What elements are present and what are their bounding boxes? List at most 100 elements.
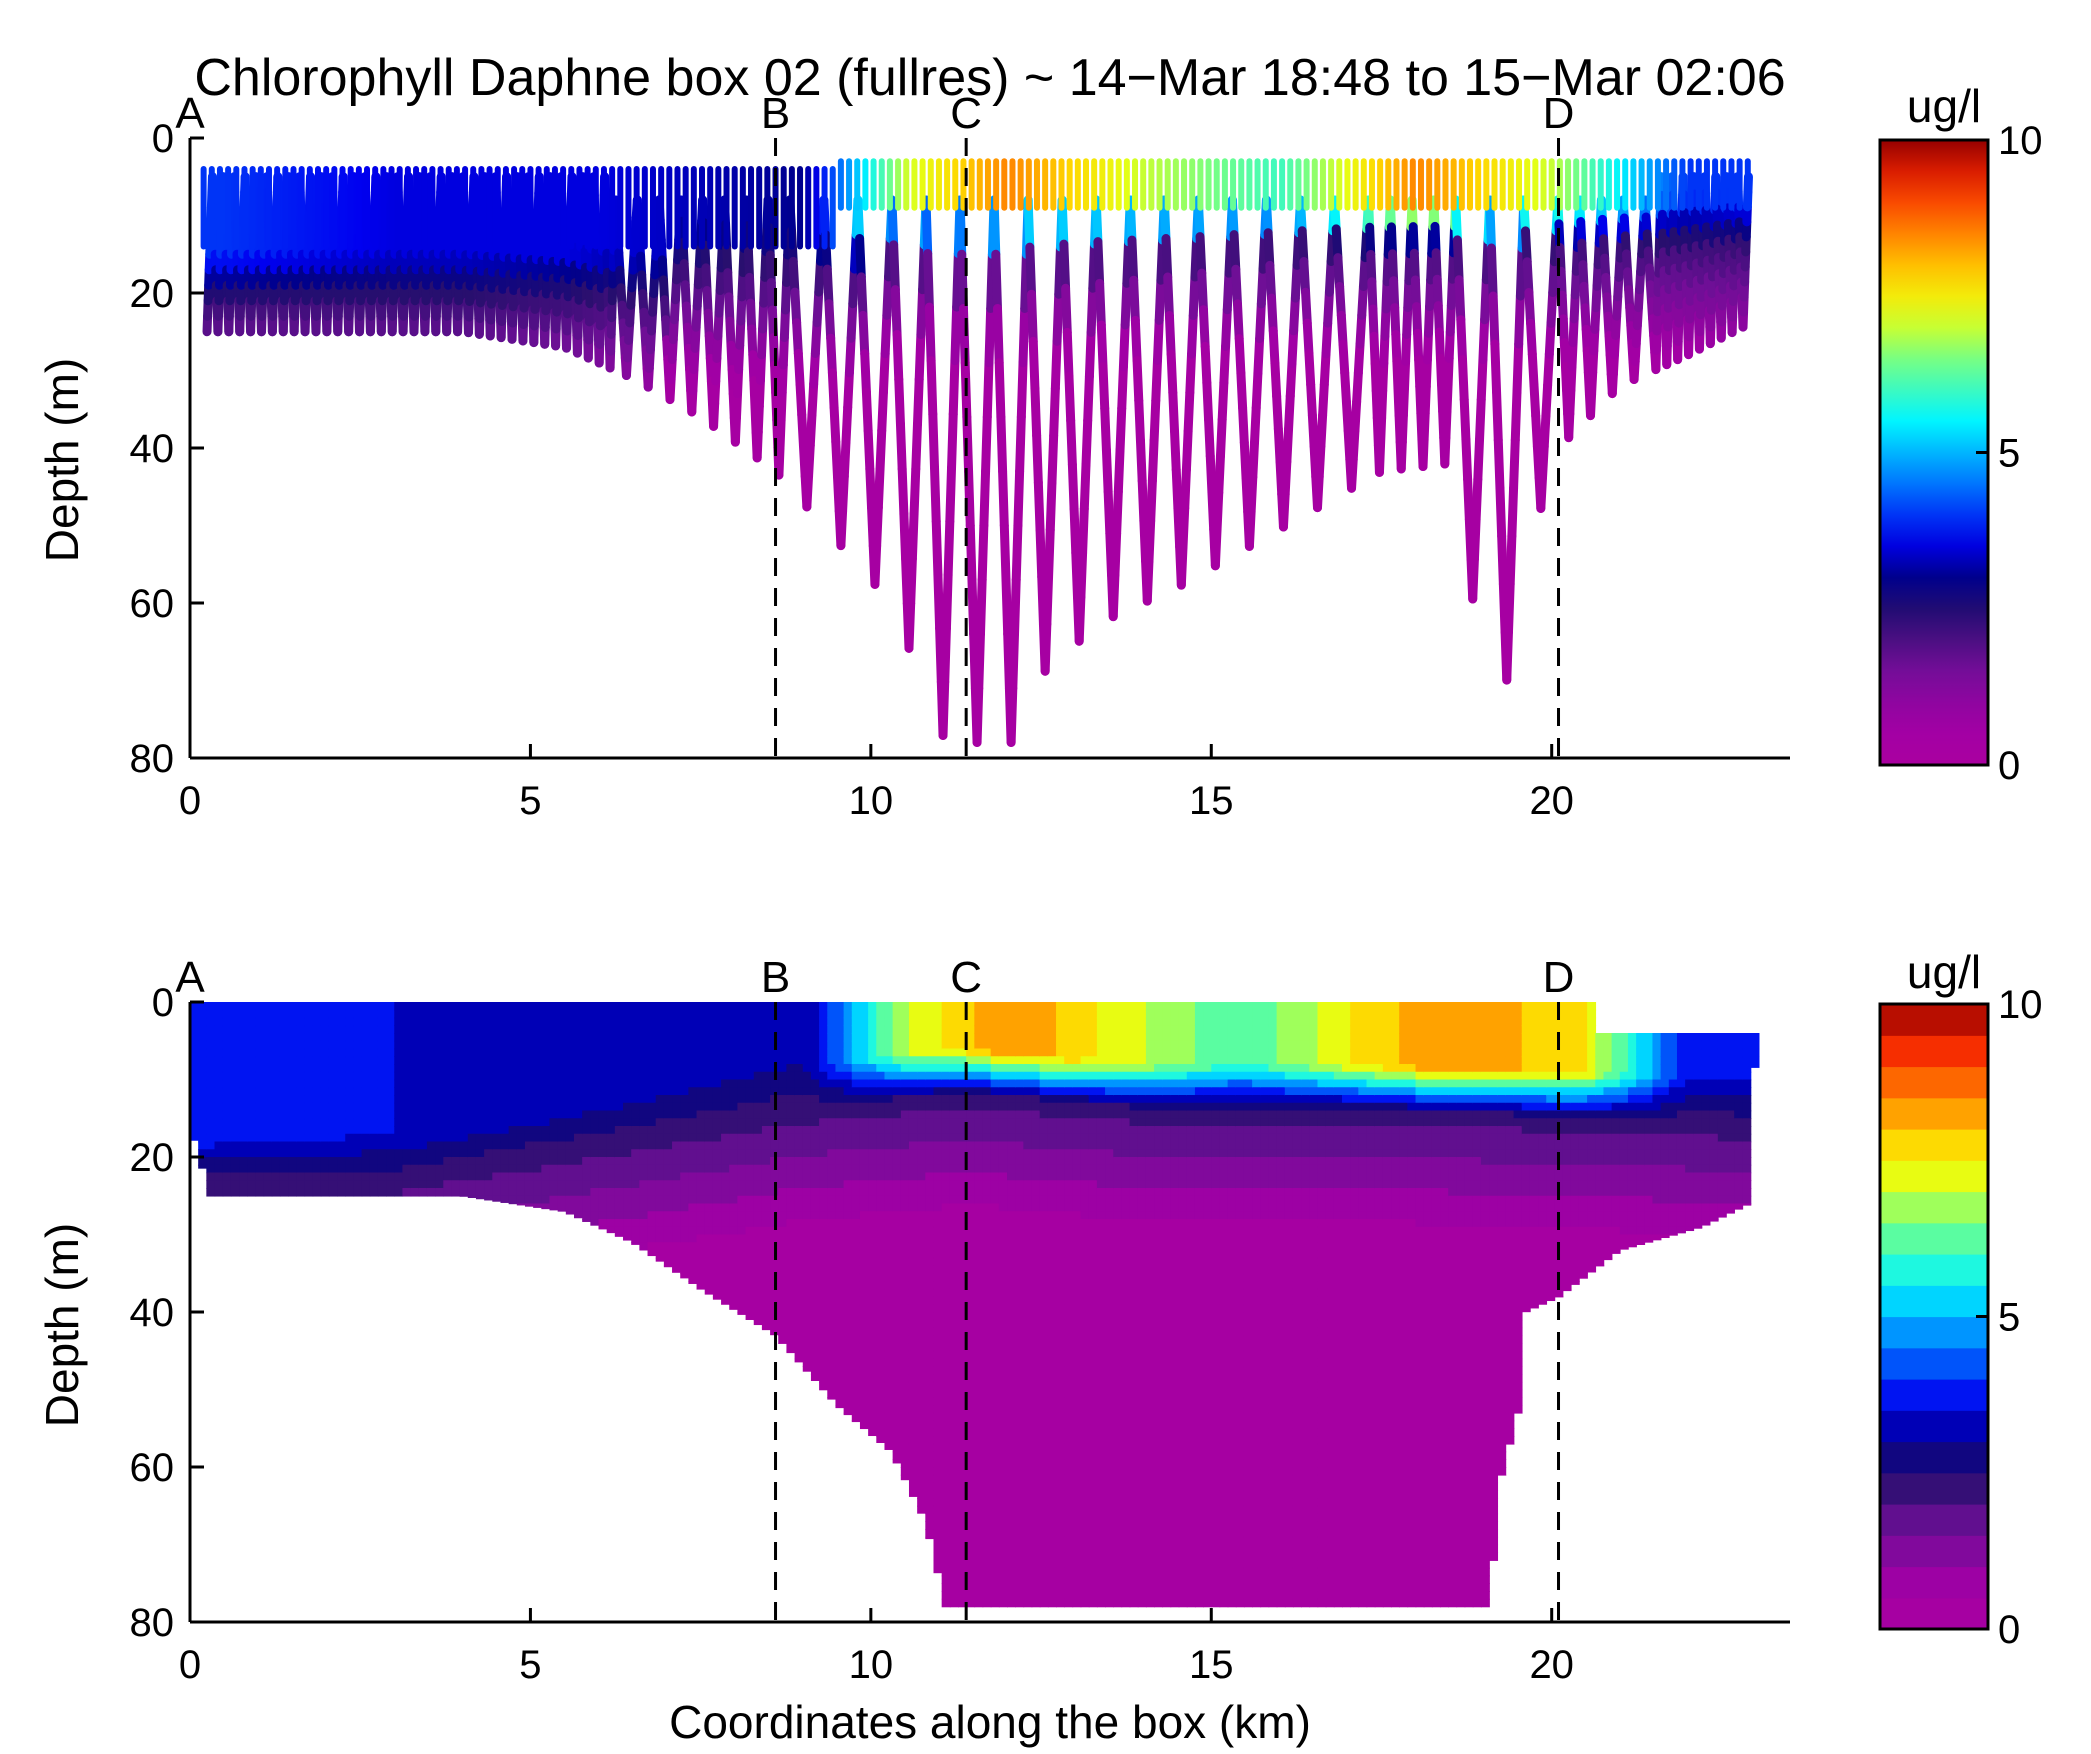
contour-cell [786, 1018, 795, 1027]
contour-cell [762, 1180, 771, 1189]
contour-cell [500, 1002, 509, 1011]
contour-cell [329, 1087, 338, 1096]
contour-cell [599, 1064, 608, 1073]
contour-cell [549, 1056, 558, 1065]
contour-cell [329, 1025, 338, 1034]
contour-cell [778, 1235, 787, 1244]
contour-cell [599, 1056, 608, 1065]
contour-cell [835, 1157, 844, 1166]
profile-segment [817, 292, 819, 323]
contour-cell [754, 1072, 763, 1081]
contour-cell [811, 1142, 820, 1151]
contour-cell [672, 1188, 681, 1197]
contour-cell [639, 1118, 648, 1127]
contour-cell [917, 1297, 926, 1306]
contour-cell [362, 1072, 371, 1081]
contour-cell [525, 1204, 534, 1207]
contour-cell [435, 1080, 444, 1089]
contour-cell [729, 1297, 738, 1306]
contour-cell [778, 1142, 787, 1151]
contour-cell [492, 1149, 501, 1158]
contour-cell [844, 1157, 853, 1166]
contour-cell [811, 1335, 820, 1344]
contour-cell [615, 1111, 624, 1120]
profile-segment [1473, 559, 1475, 599]
contour-cell [917, 1335, 926, 1344]
contour-cell [803, 1366, 812, 1371]
contour-cell [860, 1304, 869, 1313]
profile-segment [1532, 354, 1534, 385]
contour-cell [492, 1173, 501, 1182]
contour-cell [215, 1165, 224, 1174]
contour-cell [549, 1010, 558, 1019]
contour-cell [860, 1366, 869, 1375]
contour-cell [835, 1103, 844, 1112]
contour-cell [917, 1351, 926, 1360]
contour-cell [688, 1142, 697, 1151]
contour-cell [893, 1359, 902, 1368]
contour-cell [762, 1087, 771, 1096]
contour-cell [517, 1111, 526, 1120]
contour-cell [762, 1304, 771, 1313]
contour-cell [313, 1049, 322, 1058]
contour-cell [362, 1033, 371, 1042]
x-tick-label: 10 [849, 779, 894, 823]
contour-cell [672, 1196, 681, 1205]
contour-cell [648, 1103, 657, 1112]
contour-cell [925, 1359, 934, 1368]
contour-cell [566, 1080, 575, 1089]
profile-segment [1517, 344, 1519, 392]
contour-cell [819, 1188, 828, 1197]
contour-cell [884, 1095, 893, 1104]
contour-cell [558, 1134, 567, 1143]
contour-cell [868, 1289, 877, 1298]
contour-cell [705, 1196, 714, 1205]
contour-cell [893, 1444, 902, 1453]
contour-cell [304, 1157, 313, 1166]
contour-cell [811, 1111, 820, 1120]
contour-cell [754, 1219, 763, 1228]
contour-cell [402, 1118, 411, 1127]
contour-cell [925, 1002, 934, 1011]
contour-cell [411, 1149, 420, 1158]
contour-cell [697, 1227, 706, 1236]
profile-segment [1175, 431, 1177, 470]
contour-cell [623, 1002, 632, 1011]
contour-cell [337, 1041, 346, 1050]
profile-segment [1035, 388, 1037, 435]
contour-cell [876, 1320, 885, 1329]
contour-cell [574, 1188, 583, 1197]
contour-cell [917, 1405, 926, 1414]
contour-cell [402, 1018, 411, 1027]
contour-cell [770, 1235, 779, 1244]
contour-cell [582, 1095, 591, 1104]
contour-cell [762, 1134, 771, 1143]
contour-cell [492, 1095, 501, 1104]
contour-cell [680, 1018, 689, 1027]
profile-segment [1134, 280, 1136, 320]
contour-cell [582, 1087, 591, 1096]
contour-cell [746, 1165, 755, 1174]
contour-cell [917, 1095, 926, 1104]
contour-cell [729, 1235, 738, 1244]
contour-cell [525, 1010, 534, 1019]
contour-cell [778, 1273, 787, 1282]
contour-cell [231, 1149, 240, 1158]
contour-cell [901, 1413, 910, 1422]
contour-cell [835, 1297, 844, 1306]
contour-cell [672, 1103, 681, 1112]
contour-cell [664, 1173, 673, 1182]
contour-cell [786, 1304, 795, 1313]
contour-cell [860, 1180, 869, 1189]
contour-cell [509, 1165, 518, 1174]
contour-cell [329, 1142, 338, 1151]
contour-cell [762, 1258, 771, 1267]
contour-cell [884, 1080, 893, 1089]
contour-cell [337, 1002, 346, 1011]
contour-cell [599, 1227, 608, 1230]
contour-cell [255, 1025, 264, 1034]
contour-cell [680, 1211, 689, 1220]
contour-cell [443, 1049, 452, 1058]
contour-cell [664, 1188, 673, 1197]
contour-cell [672, 1080, 681, 1089]
